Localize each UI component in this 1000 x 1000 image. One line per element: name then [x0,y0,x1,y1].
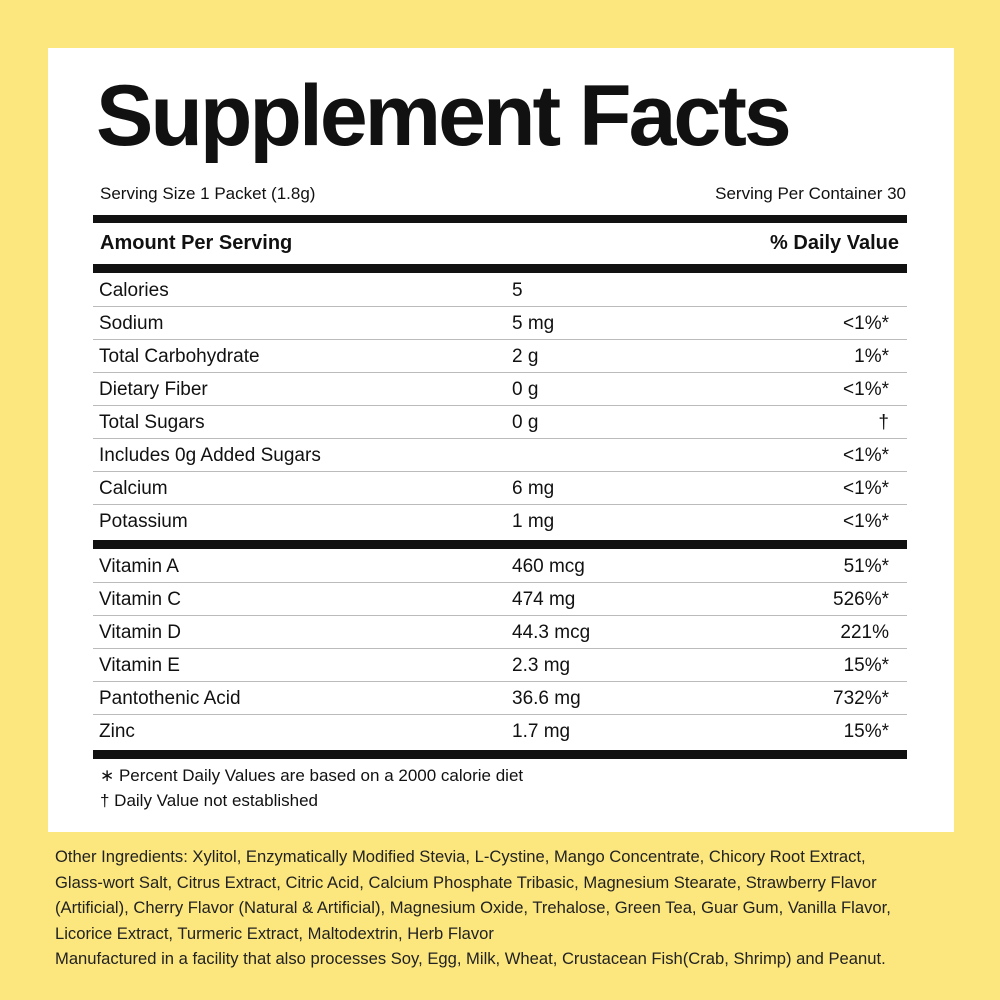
nutrient-amount: 0 g [512,412,539,433]
nutrient-daily-value: 732%* [833,688,889,709]
nutrient-amount: 5 [512,280,523,301]
row-divider [93,339,907,340]
row-divider [93,615,907,616]
nutrient-daily-value: 1%* [854,346,889,367]
nutrient-name: Total Carbohydrate [99,346,260,367]
row-divider [93,405,907,406]
nutrient-daily-value: <1%* [843,511,889,532]
ingredients-line: Manufactured in a facility that also pro… [55,949,886,968]
daily-value-header: % Daily Value [770,232,899,254]
serving-size: Serving Size 1 Packet (1.8g) [100,184,316,203]
nutrient-name: Calories [99,280,169,301]
ingredients-line: (Artificial), Cherry Flavor (Natural & A… [55,898,891,917]
divider [93,540,907,549]
nutrient-amount: 2.3 mg [512,655,571,676]
nutrient-name: Vitamin A [99,556,179,577]
nutrient-name: Zinc [99,721,135,742]
nutrient-amount: 44.3 mcg [512,622,591,643]
nutrient-amount: 474 mg [512,589,576,610]
nutrient-daily-value: <1%* [843,313,889,334]
nutrient-name: Dietary Fiber [99,379,208,400]
row-divider [93,306,907,307]
nutrient-name: Vitamin C [99,589,182,610]
row-divider [93,648,907,649]
nutrient-daily-value: <1%* [843,379,889,400]
row-divider [93,471,907,472]
nutrient-name: Sodium [99,313,164,334]
nutrient-daily-value: 15%* [843,721,889,742]
nutrient-amount: 0 g [512,379,539,400]
servings-per-container: Serving Per Container 30 [715,184,906,203]
nutrient-daily-value: 526%* [833,589,889,610]
footnote: ∗ Percent Daily Values are based on a 20… [100,766,524,785]
divider [93,750,907,759]
nutrient-amount: 6 mg [512,478,555,499]
nutrient-amount: 1.7 mg [512,721,571,742]
row-divider [93,438,907,439]
nutrient-name: Calcium [99,478,168,499]
nutrient-amount: 460 mcg [512,556,585,577]
row-divider [93,681,907,682]
nutrient-amount: 2 g [512,346,539,367]
nutrient-name: Total Sugars [99,412,205,433]
nutrient-daily-value: † [878,412,889,433]
nutrient-amount: 5 mg [512,313,555,334]
title: Supplement Facts [96,68,792,164]
nutrient-name: Vitamin E [99,655,180,676]
divider [93,264,907,273]
nutrient-amount: 36.6 mg [512,688,581,709]
row-divider [93,372,907,373]
nutrient-daily-value: <1%* [843,445,889,466]
footnote: † Daily Value not established [100,791,318,810]
nutrient-name: Pantothenic Acid [99,688,241,709]
row-divider [93,582,907,583]
nutrient-name: Vitamin D [99,622,182,643]
label-panel: Supplement Facts Serving Size 1 Packet (… [48,48,954,832]
nutrient-daily-value: 221% [840,622,889,643]
divider [93,215,907,223]
row-divider [93,504,907,505]
nutrient-name: Includes 0g Added Sugars [99,445,321,466]
nutrient-daily-value: 51%* [843,556,889,577]
row-divider [93,714,907,715]
nutrient-name: Potassium [99,511,188,532]
nutrient-amount: 1 mg [512,511,555,532]
ingredients-line: Glass-wort Salt, Citrus Extract, Citric … [55,872,877,892]
ingredients-line: Licorice Extract, Turmeric Extract, Malt… [55,923,494,943]
nutrient-daily-value: 15%* [843,655,889,676]
ingredients-line: Other Ingredients: Xylitol, Enzymaticall… [55,847,866,866]
amount-header: Amount Per Serving [100,232,293,254]
nutrient-daily-value: <1%* [843,478,889,499]
